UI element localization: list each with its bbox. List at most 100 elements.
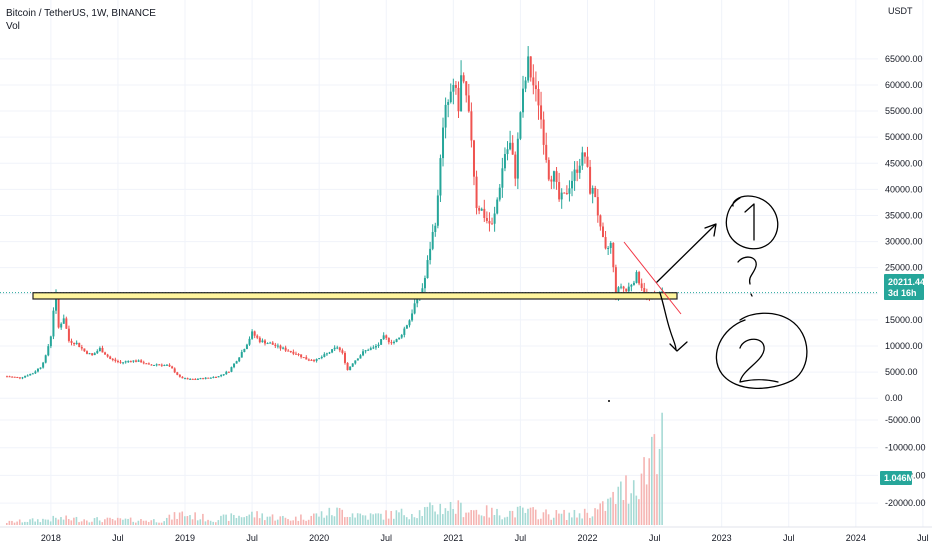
time-axis[interactable]: 2018 Jul 2019 Jul 2020 Jul 2021 Jul 2022 Jul 2023 J… — [0, 526, 932, 543]
candle-body — [594, 188, 597, 198]
volume-bar — [398, 512, 400, 525]
volume-bar — [411, 513, 413, 525]
volume-bar — [124, 518, 127, 525]
symbol-title[interactable]: Bitcoin / TetherUS, 1W, BINANCE — [6, 8, 156, 19]
volume-bar — [648, 458, 651, 525]
scenario-one-circle — [725, 195, 779, 250]
volume-bar — [431, 505, 434, 525]
volume-bar — [274, 520, 276, 525]
volume-indicator-label[interactable]: Vol — [6, 21, 20, 32]
candle-body — [576, 169, 579, 173]
volume-bar — [96, 517, 98, 525]
volume-bar — [405, 517, 408, 525]
volume-bar — [230, 513, 233, 525]
volume-bar — [142, 520, 145, 525]
price-tick-label: 60000.00 — [885, 80, 923, 90]
candle-body — [555, 171, 558, 183]
volume-bar — [85, 520, 88, 525]
candle-body — [325, 353, 328, 355]
descending-trendline[interactable] — [623, 241, 682, 315]
candle-body — [13, 376, 16, 378]
chart-legend: Bitcoin / TetherUS, 1W, BINANCE Vol — [6, 7, 156, 33]
candle-body — [302, 357, 305, 359]
candle-body — [238, 357, 241, 362]
candle-body — [457, 87, 460, 112]
volume-bar — [408, 519, 411, 525]
time-tick-label: 2021 — [443, 533, 463, 543]
volume-bar — [506, 516, 509, 525]
volume-bar — [101, 522, 104, 525]
candle-body — [101, 347, 104, 353]
volume-bar — [163, 521, 165, 525]
volume-bar — [589, 517, 591, 525]
candle-body — [436, 195, 439, 226]
candle-body — [199, 378, 202, 380]
volume-bar — [333, 516, 336, 525]
candle-body — [96, 351, 99, 354]
candle-body — [253, 331, 256, 336]
volume-bar — [462, 517, 465, 525]
volume-tick-label: -10000.00 — [885, 443, 926, 453]
volume-bar — [80, 521, 83, 525]
candle-body — [171, 366, 174, 369]
volume-bar — [627, 503, 630, 525]
candle-body — [550, 179, 553, 182]
candle-body — [380, 339, 383, 345]
volume-bar — [155, 522, 158, 525]
candle-body — [591, 188, 594, 194]
candle-body — [44, 355, 47, 363]
candle-body — [240, 352, 243, 358]
volume-badge — [880, 471, 912, 485]
volume-bar — [395, 510, 398, 525]
volume-bar — [532, 507, 534, 525]
candle-body — [194, 379, 197, 381]
candle-body — [614, 267, 617, 297]
volume-bar — [8, 520, 11, 525]
volume-bar — [594, 508, 596, 525]
candle-body — [478, 208, 481, 211]
candle-body — [8, 376, 11, 378]
candle-body — [307, 359, 310, 361]
volume-bar — [434, 511, 436, 525]
candle-body — [617, 287, 620, 297]
volume-bar — [225, 514, 227, 525]
volume-bar — [287, 519, 289, 525]
candle-body — [18, 377, 21, 379]
time-tick-label: 2022 — [577, 533, 597, 543]
candle-body — [524, 80, 527, 89]
volume-bar — [467, 512, 470, 525]
candle-body — [364, 350, 367, 352]
candle-body — [537, 89, 540, 106]
volume-bar — [429, 502, 431, 525]
volume-bar — [436, 514, 439, 525]
volume-bar — [491, 507, 493, 525]
candle-body — [204, 377, 207, 379]
volume-bar — [555, 510, 558, 525]
candle-body — [122, 362, 125, 364]
volume-bar — [165, 517, 168, 525]
volume-bar — [380, 513, 382, 525]
time-tick-label: Jul — [381, 533, 393, 543]
candle-body — [627, 286, 630, 292]
candle-body — [452, 84, 455, 92]
candle-body — [222, 374, 225, 376]
price-axis[interactable]: USDT 65000.00 60000.00 55000.00 50000.00 4500… — [885, 6, 926, 508]
volume-bar — [601, 501, 604, 525]
candle-body — [274, 344, 277, 347]
volume-bar — [583, 508, 586, 525]
volume-bar — [178, 512, 181, 525]
volume-bar — [374, 513, 377, 525]
volume-bar — [116, 517, 119, 525]
volume-bar — [393, 518, 395, 525]
candle-body — [135, 360, 137, 362]
candle-body — [227, 371, 230, 373]
volume-bar — [122, 519, 124, 525]
volume-bar — [248, 514, 251, 525]
candle-body — [470, 111, 473, 141]
candle-body — [186, 378, 189, 380]
support-zone-rectangle[interactable] — [32, 292, 678, 300]
volume-bar — [276, 519, 279, 525]
candle-body — [387, 337, 390, 343]
candle-body — [248, 338, 251, 345]
